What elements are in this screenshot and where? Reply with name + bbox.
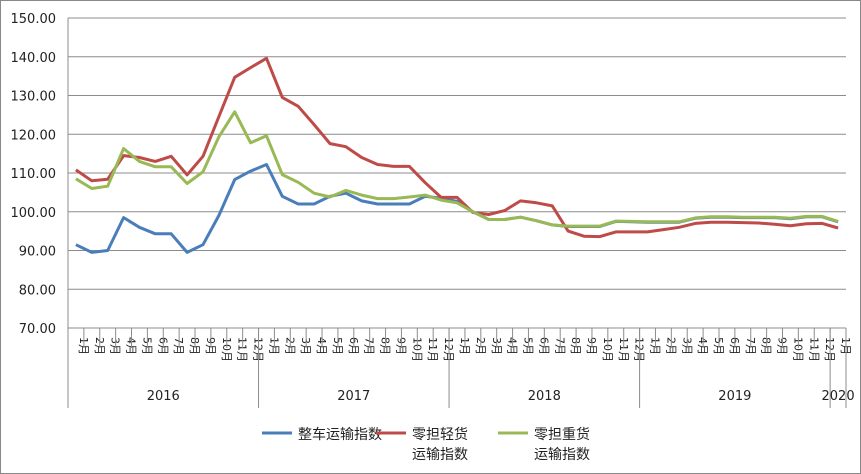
- x-month-label: 10月: [410, 337, 423, 362]
- x-year-label: 2018: [528, 389, 561, 404]
- x-month-label: 10月: [791, 337, 804, 362]
- x-month-label: 11月: [426, 337, 439, 362]
- legend-label: 零担轻货: [412, 426, 468, 443]
- x-month-label: 11月: [807, 337, 820, 362]
- x-year-label: 2016: [147, 389, 180, 404]
- x-month-label: 10月: [220, 337, 233, 362]
- y-tick-label: 140.00: [11, 51, 57, 66]
- legend-label: 运输指数: [534, 447, 590, 463]
- x-month-label: 10月: [601, 337, 614, 362]
- legend-label: 运输指数: [412, 447, 468, 463]
- x-year-label: 2020: [822, 389, 855, 404]
- legend-label: 整车运输指数: [298, 426, 382, 443]
- y-tick-label: 100.00: [11, 206, 57, 221]
- y-tick-label: 130.00: [11, 90, 57, 105]
- y-tick-label: 110.00: [11, 167, 57, 182]
- legend-label: 零担重货: [534, 426, 590, 443]
- x-month-label: 11月: [617, 337, 630, 362]
- x-year-label: 2019: [718, 389, 751, 404]
- x-year-label: 2017: [337, 389, 370, 404]
- y-tick-label: 120.00: [11, 128, 57, 143]
- x-month-label: 11月: [236, 337, 249, 362]
- y-tick-label: 150.00: [11, 12, 57, 27]
- y-tick-label: 90.00: [19, 245, 56, 260]
- y-tick-label: 70.00: [19, 322, 56, 337]
- y-tick-label: 80.00: [19, 283, 56, 298]
